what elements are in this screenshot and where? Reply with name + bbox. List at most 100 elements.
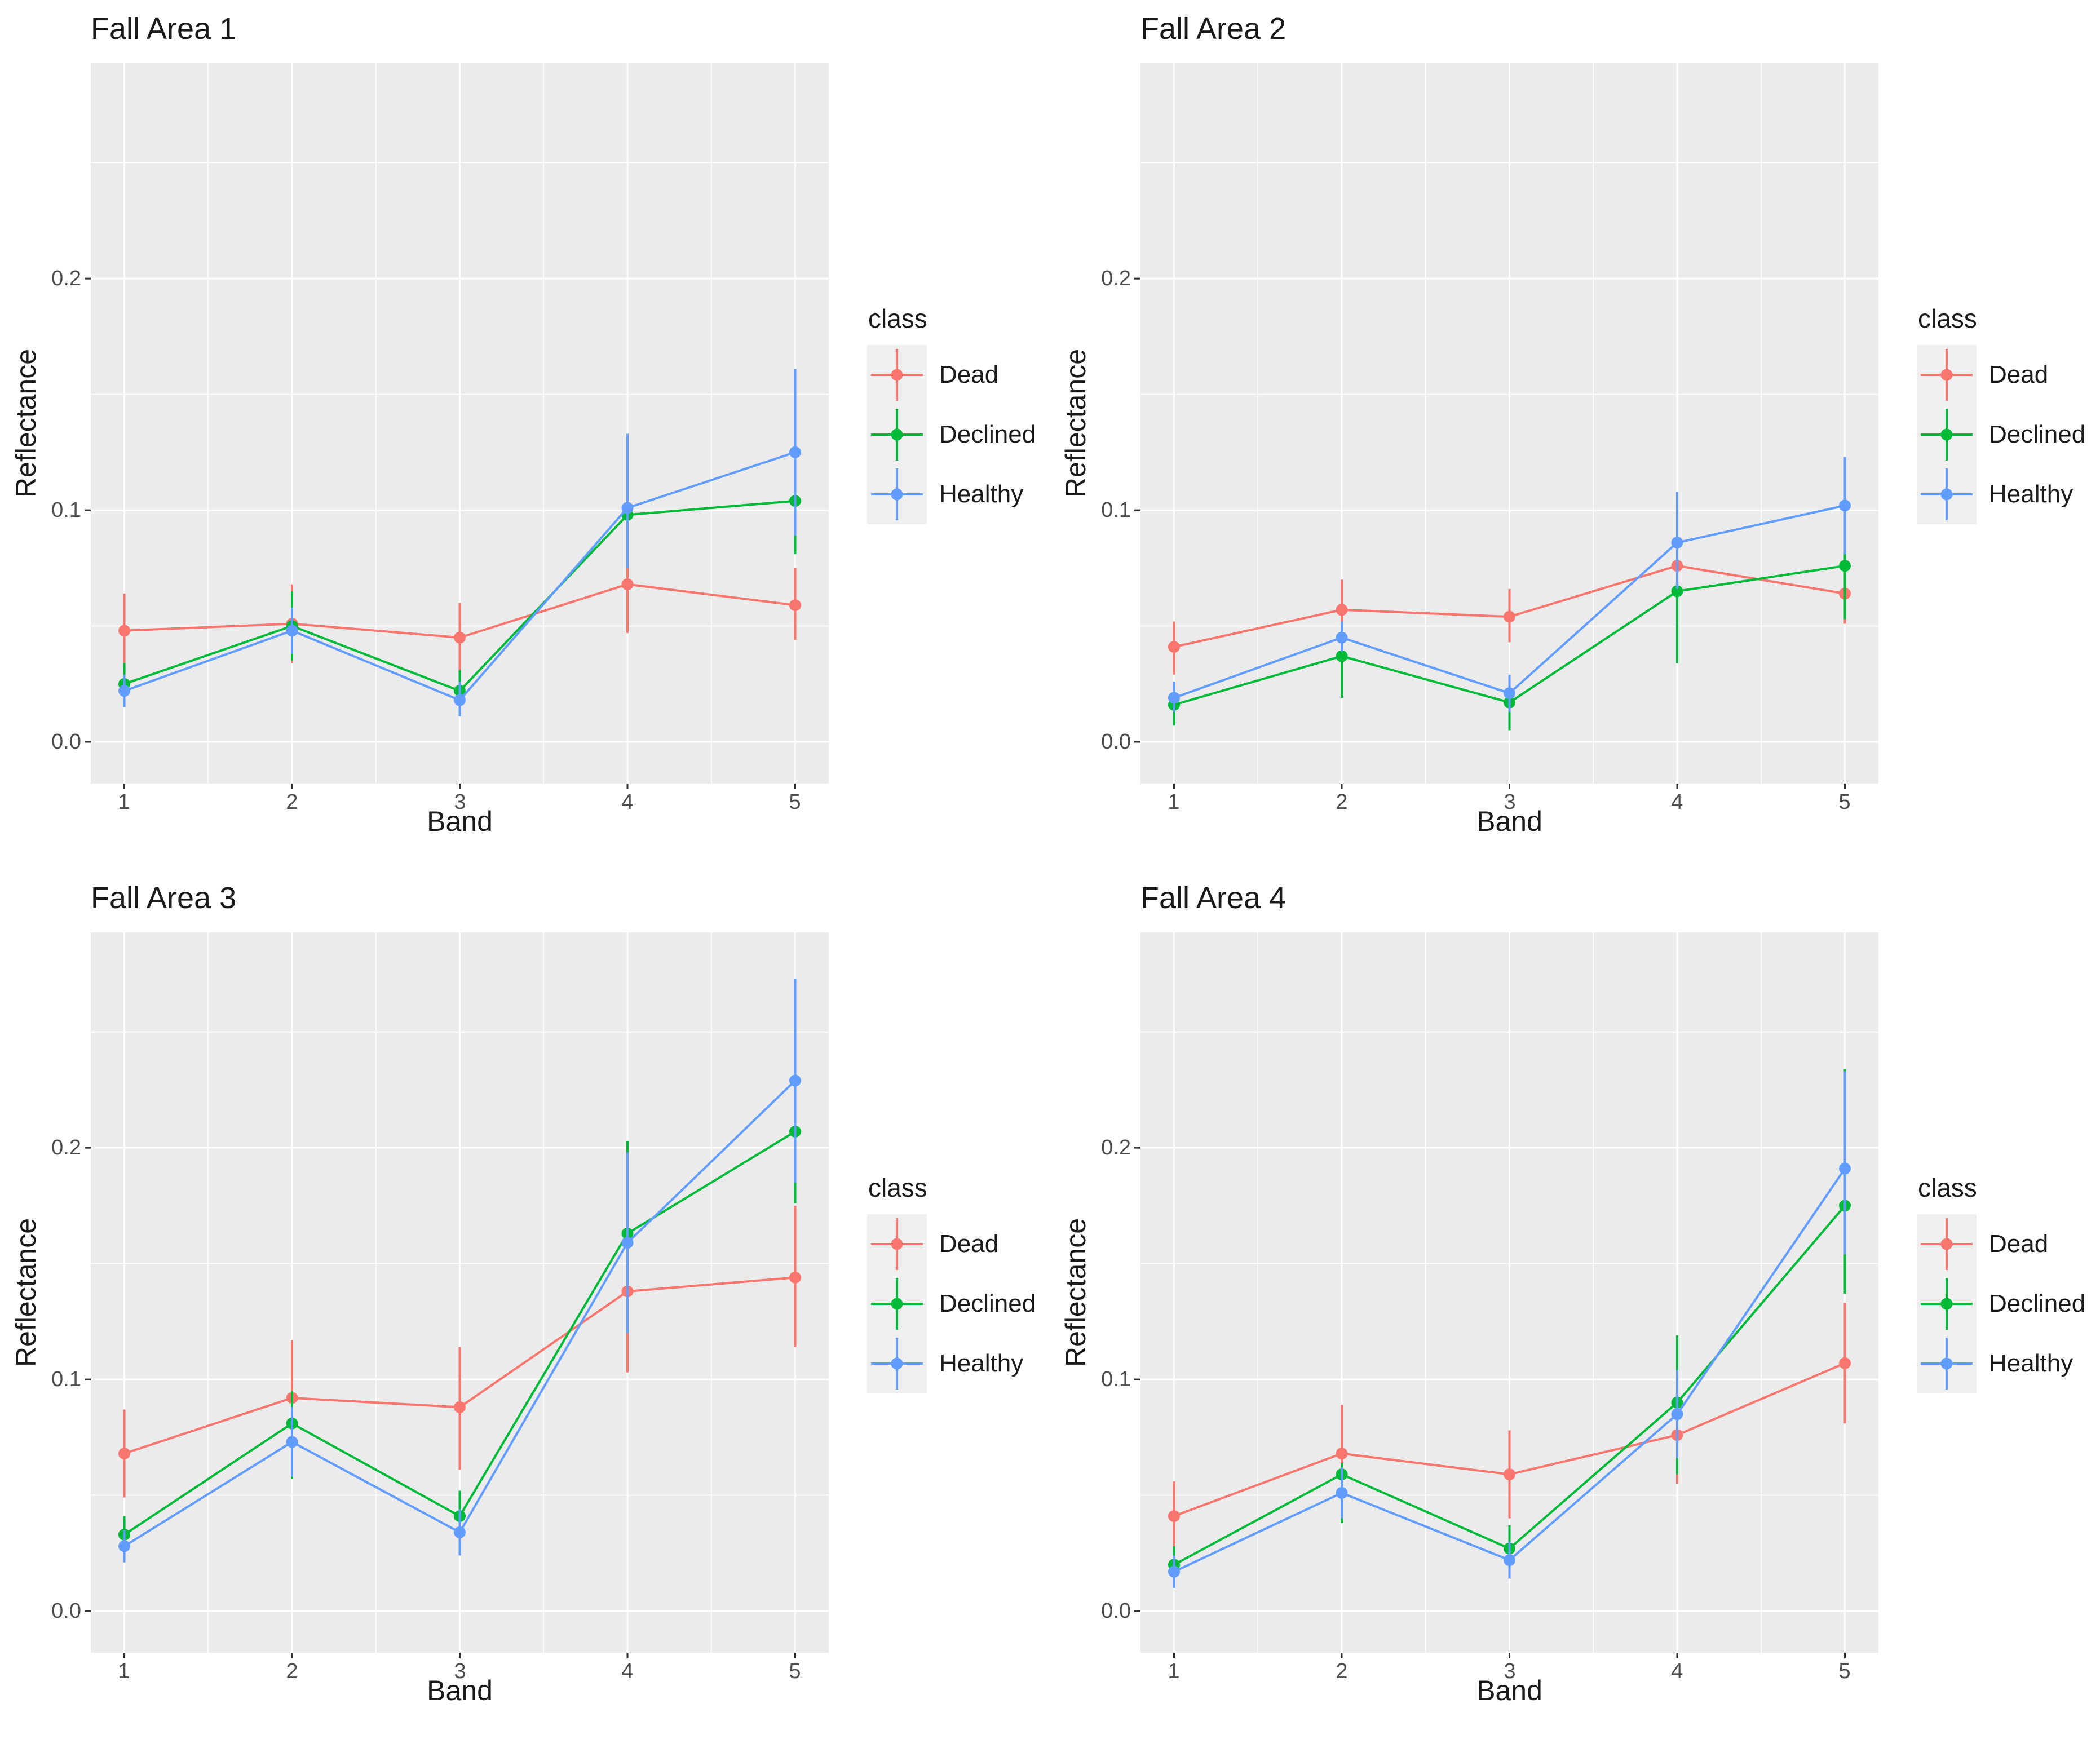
x-tick-label: 5 <box>789 790 801 814</box>
plot-area <box>85 63 829 789</box>
legend-label: Healthy <box>939 480 1024 508</box>
errorbar-point-icon <box>1917 1274 1977 1334</box>
legend-label: Dead <box>939 361 999 388</box>
panel-title: Fall Area 1 <box>91 12 237 46</box>
chart-panel-fall-area-1: Fall Area 1 Reflectance 0.2 0.1 0.0 1 2 … <box>0 0 1050 869</box>
legend-label: Declined <box>939 421 1036 448</box>
y-axis-title: Reflectance <box>10 1218 42 1368</box>
x-axis-title: Band <box>1476 1675 1542 1706</box>
legend-item-declined: Declined <box>1917 405 2085 464</box>
legend-label: Dead <box>1989 1230 2049 1258</box>
errorbar-point-icon <box>867 1214 927 1274</box>
errorbar-point-icon <box>867 464 927 524</box>
x-tick-label: 5 <box>789 1660 801 1683</box>
plot-area <box>85 932 829 1658</box>
legend-item-declined: Declined <box>1917 1274 2085 1334</box>
legend-label: Dead <box>939 1230 999 1258</box>
legend-item-healthy: Healthy <box>1917 464 2085 524</box>
x-tick-label: 2 <box>286 790 298 814</box>
errorbar-point-icon <box>1917 405 1977 464</box>
legend-title: class <box>1918 304 1977 333</box>
panel-title: Fall Area 3 <box>91 881 237 915</box>
legend-label: Declined <box>939 1290 1036 1317</box>
legend-item-healthy: Healthy <box>867 1334 1036 1393</box>
y-tick-label: 0.2 <box>51 1136 81 1160</box>
x-tick-label: 2 <box>1336 790 1348 814</box>
y-tick-label: 0.2 <box>51 267 81 290</box>
legend-label: Healthy <box>1989 480 2074 508</box>
plot-area <box>1134 932 1878 1658</box>
y-tick-label: 0.1 <box>51 1368 81 1391</box>
y-tick-label: 0.2 <box>1101 267 1131 290</box>
x-tick-label: 3 <box>454 790 466 814</box>
errorbar-point-icon <box>1917 464 1977 524</box>
x-tick-label: 5 <box>1838 790 1851 814</box>
legend-label: Dead <box>1989 361 2049 388</box>
legend-item-healthy: Healthy <box>867 464 1036 524</box>
errorbar-point-icon <box>867 1274 927 1334</box>
errorbar-point-icon <box>1917 1334 1977 1393</box>
y-tick-label: 0.1 <box>1101 498 1131 522</box>
legend: class Dead Declined Healthy <box>1917 303 2085 524</box>
x-axis-title: Band <box>427 1675 493 1706</box>
legend-label: Declined <box>1989 1290 2086 1317</box>
legend-title: class <box>868 304 927 333</box>
plot-area <box>1134 63 1878 789</box>
chart-panel-fall-area-4: Fall Area 4 Reflectance 0.2 0.1 0.0 1 2 … <box>1050 869 2100 1739</box>
legend: class Dead Declined Healthy <box>1917 1172 2085 1393</box>
y-tick-label: 0.1 <box>1101 1368 1131 1391</box>
legend-label: Healthy <box>939 1349 1024 1377</box>
x-tick-label: 1 <box>1168 790 1180 814</box>
x-tick-label: 3 <box>1504 1660 1516 1683</box>
legend-label: Healthy <box>1989 1349 2074 1377</box>
y-tick-label: 0.0 <box>51 1599 81 1623</box>
y-tick-label: 0.0 <box>1101 730 1131 754</box>
legend-item-dead: Dead <box>867 345 1036 405</box>
legend-item-declined: Declined <box>867 405 1036 464</box>
legend-keys: Dead Declined Healthy <box>1917 345 2085 524</box>
y-axis-title: Reflectance <box>1060 1218 1091 1368</box>
x-tick-label: 3 <box>1504 790 1516 814</box>
legend-title: class <box>868 1173 927 1202</box>
legend-item-dead: Dead <box>867 1214 1036 1274</box>
legend-item-declined: Declined <box>867 1274 1036 1334</box>
legend-keys: Dead Declined Healthy <box>1917 1214 2085 1393</box>
chart-panel-fall-area-3: Fall Area 3 Reflectance 0.2 0.1 0.0 1 2 … <box>0 869 1050 1739</box>
legend-item-dead: Dead <box>1917 345 2085 405</box>
x-tick-label: 4 <box>1671 790 1683 814</box>
y-tick-label: 0.1 <box>51 498 81 522</box>
y-tick-label: 0.2 <box>1101 1136 1131 1160</box>
legend-item-dead: Dead <box>1917 1214 2085 1274</box>
x-axis-title: Band <box>1476 806 1542 837</box>
legend-label: Declined <box>1989 421 2086 448</box>
legend-item-healthy: Healthy <box>1917 1334 2085 1393</box>
legend: class Dead Declined Healthy <box>867 303 1036 524</box>
x-tick-label: 4 <box>1671 1660 1683 1683</box>
legend: class Dead Declined Healthy <box>867 1172 1036 1393</box>
y-axis-title: Reflectance <box>1060 348 1091 498</box>
x-tick-label: 3 <box>454 1660 466 1683</box>
x-axis-title: Band <box>427 806 493 837</box>
legend-title: class <box>1918 1173 1977 1202</box>
errorbar-point-icon <box>867 405 927 464</box>
x-tick-label: 1 <box>118 790 130 814</box>
x-tick-label: 4 <box>621 1660 634 1683</box>
y-axis-title: Reflectance <box>10 348 42 498</box>
legend-keys: Dead Declined Healthy <box>867 1214 1036 1393</box>
errorbar-point-icon <box>867 345 927 405</box>
x-tick-label: 2 <box>1336 1660 1348 1683</box>
x-tick-label: 1 <box>118 1660 130 1683</box>
errorbar-point-icon <box>867 1334 927 1393</box>
panel-title: Fall Area 2 <box>1140 12 1286 46</box>
x-tick-label: 2 <box>286 1660 298 1683</box>
y-tick-label: 0.0 <box>1101 1599 1131 1623</box>
errorbar-point-icon <box>1917 345 1977 405</box>
x-tick-label: 5 <box>1838 1660 1851 1683</box>
legend-keys: Dead Declined Healthy <box>867 345 1036 524</box>
chart-panel-fall-area-2: Fall Area 2 Reflectance 0.2 0.1 0.0 1 2 … <box>1050 0 2100 869</box>
x-tick-label: 4 <box>621 790 634 814</box>
x-tick-label: 1 <box>1168 1660 1180 1683</box>
errorbar-point-icon <box>1917 1214 1977 1274</box>
y-tick-label: 0.0 <box>51 730 81 754</box>
